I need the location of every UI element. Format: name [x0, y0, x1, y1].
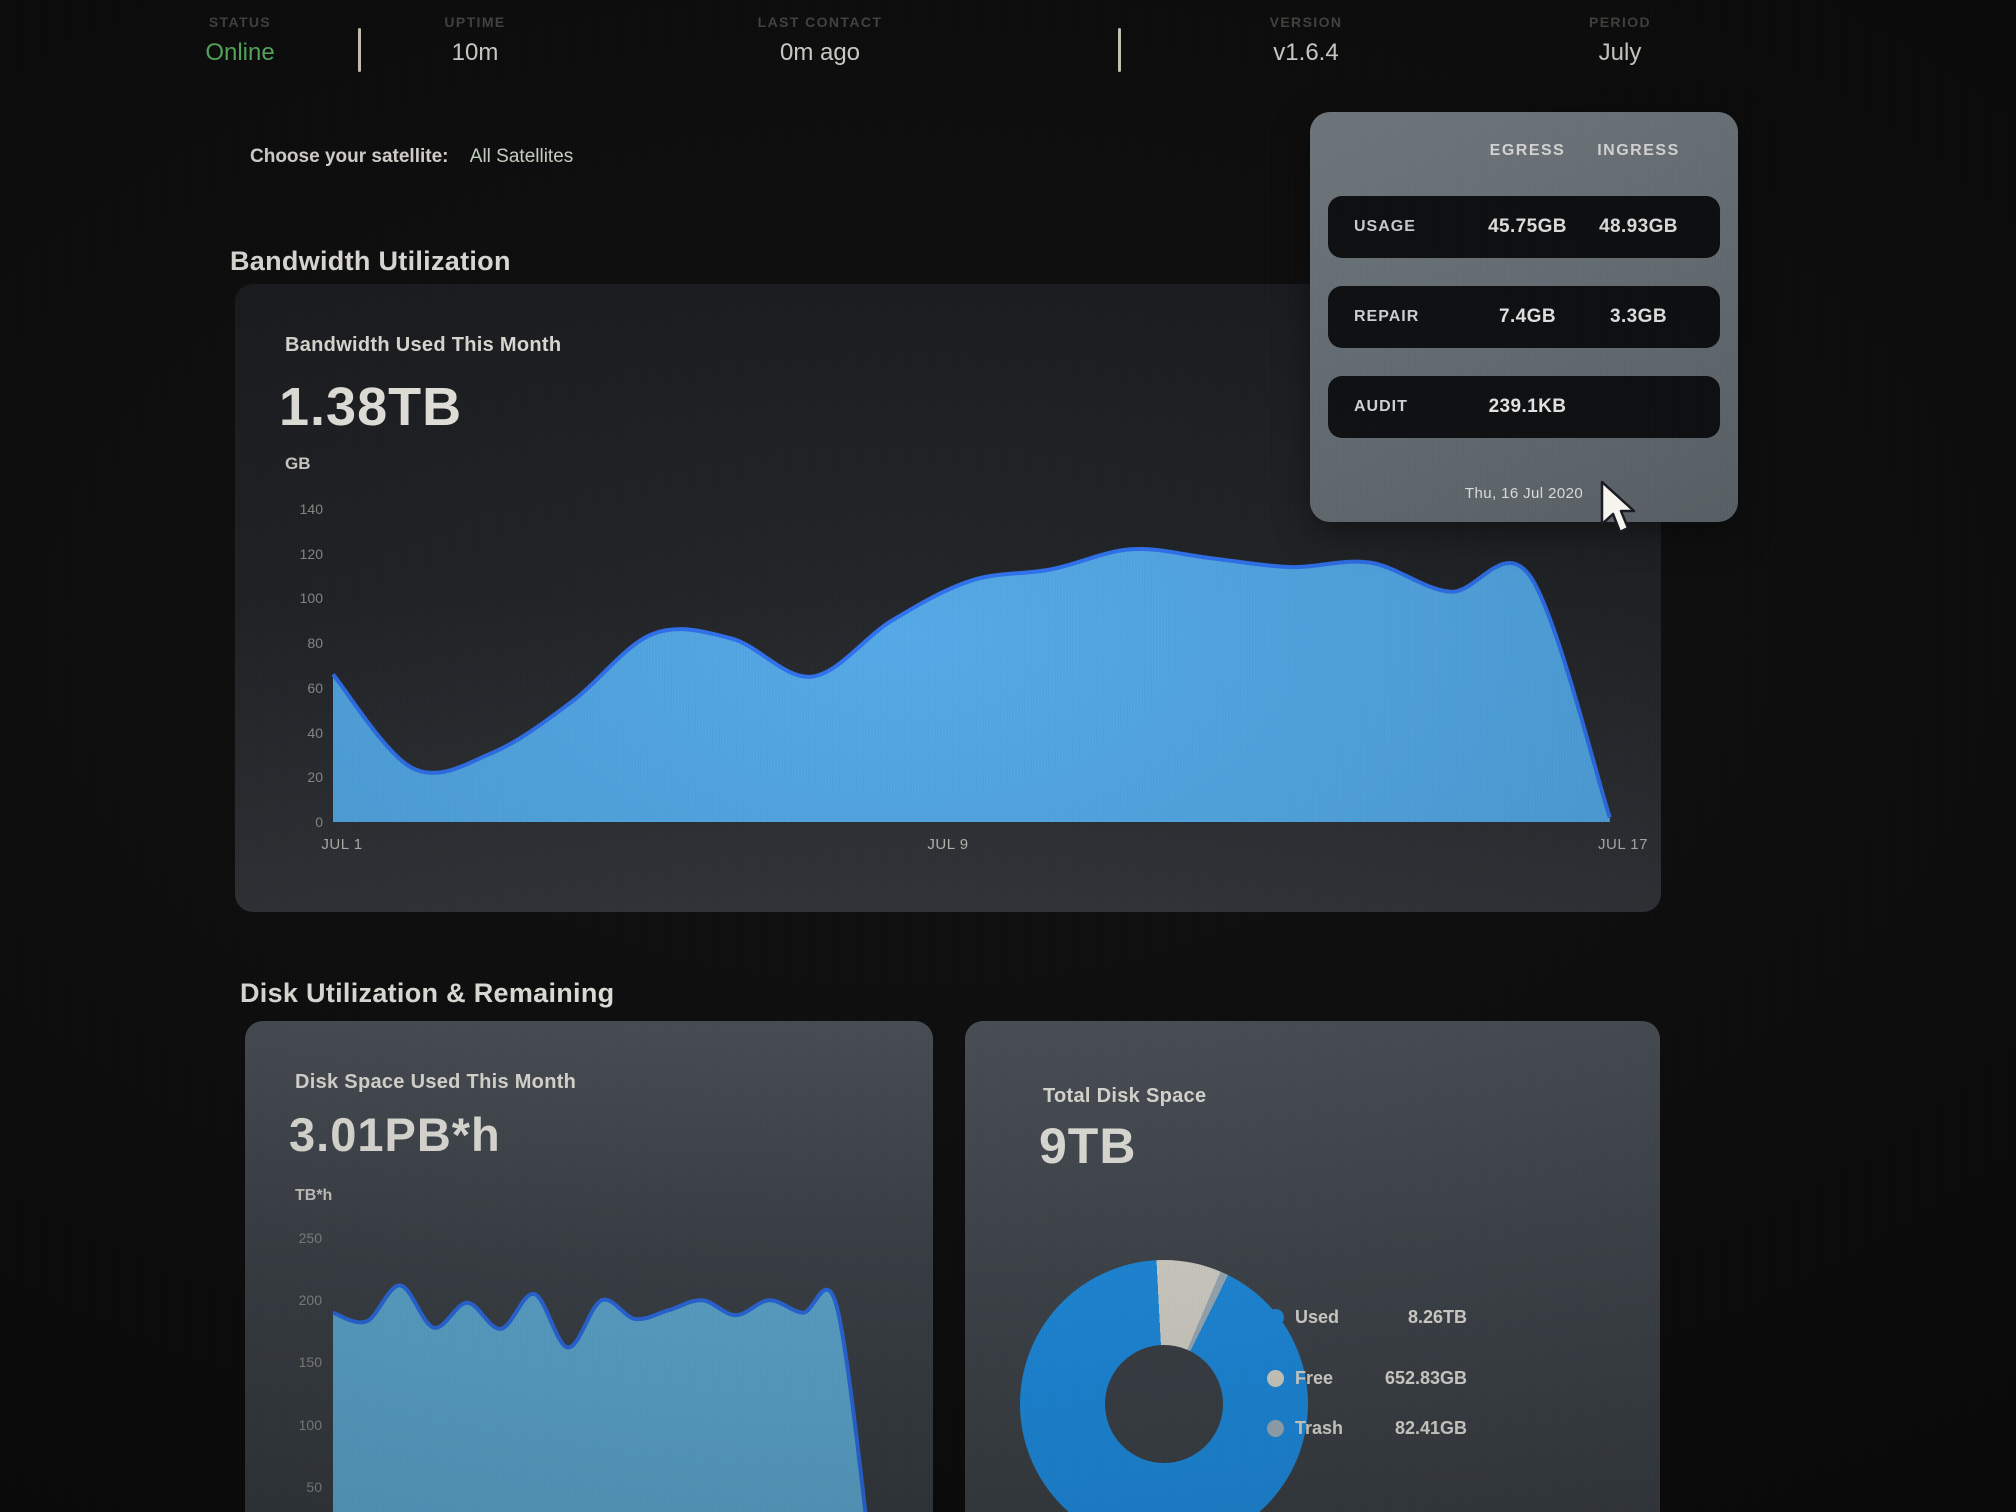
- satellite-label: Choose your satellite:: [250, 146, 449, 167]
- legend-row-used: Used 8.26TB: [1267, 1307, 1467, 1328]
- disk-area-chart[interactable]: [325, 1226, 885, 1512]
- trash-label: Trash: [1295, 1418, 1344, 1438]
- uptime-label: UPTIME: [444, 14, 506, 30]
- bandwidth-total: 1.38TB: [279, 377, 463, 437]
- repair-ingress-value: 3.3GB: [1610, 306, 1667, 327]
- used-value: 8.26TB: [1407, 1307, 1467, 1327]
- free-label: Free: [1295, 1368, 1334, 1388]
- tooltip-repair-row: REPAIR 7.4GB 3.3GB: [1328, 286, 1720, 348]
- trash-dot-icon: [1267, 1420, 1284, 1437]
- tooltip-date: Thu, 16 Jul 2020: [1464, 485, 1584, 502]
- bandwidth-used-line: [331, 546, 1612, 819]
- y-tick-label: 100: [299, 590, 323, 607]
- disk-space-card: Disk Space Used This Month 3.01PB*h TB*h…: [245, 1021, 933, 1512]
- free-dot-icon: [1267, 1370, 1284, 1387]
- x-tick-label: JUL 1: [321, 836, 363, 853]
- disk-space-used-area: [333, 1285, 866, 1512]
- repair-label: REPAIR: [1354, 308, 1420, 325]
- usage-label: USAGE: [1354, 218, 1416, 235]
- disk-unit-label: TB*h: [295, 1187, 333, 1204]
- last-contact-block: LAST CONTACT 0m ago: [715, 14, 925, 67]
- y-tick-label: 120: [299, 545, 323, 562]
- total-disk-card: Total Disk Space 9TB Used 8.26TB Free 65…: [965, 1021, 1660, 1512]
- y-tick-label: 150: [298, 1354, 322, 1371]
- y-tick-label: 200: [298, 1292, 322, 1309]
- version-block: VERSION v1.6.4: [1220, 14, 1392, 67]
- audit-egress-value: 239.1KB: [1488, 396, 1567, 417]
- status-value: Online: [205, 39, 275, 66]
- y-tick-label: 0: [315, 814, 323, 830]
- disk-donut-chart[interactable]: [1020, 1260, 1308, 1512]
- audit-label: AUDIT: [1354, 398, 1408, 415]
- used-dot-icon: [1267, 1309, 1284, 1326]
- disk-space-used-line: [332, 1283, 868, 1512]
- bandwidth-chart-title: Bandwidth Used This Month: [285, 334, 562, 356]
- bandwidth-tooltip: EGRESS INGRESS USAGE 45.75GB 48.93GB REP…: [1310, 112, 1738, 522]
- y-tick-label: 60: [307, 679, 323, 696]
- topbar-divider: [358, 28, 361, 72]
- period-value: July: [1598, 39, 1642, 66]
- repair-egress-value: 7.4GB: [1499, 306, 1556, 327]
- version-label: VERSION: [1269, 14, 1343, 30]
- uptime-value: 10m: [451, 39, 499, 66]
- bandwidth-area-chart[interactable]: [323, 494, 1623, 844]
- bandwidth-unit-label: GB: [285, 454, 311, 473]
- tooltip-header: EGRESS INGRESS: [1328, 138, 1720, 164]
- uptime-block: UPTIME 10m: [395, 14, 555, 67]
- tooltip-ingress-column: INGRESS: [1597, 142, 1680, 159]
- legend-row-free: Free 652.83GB: [1267, 1368, 1467, 1389]
- trash-value: 82.41GB: [1394, 1418, 1467, 1438]
- tooltip-audit-row: AUDIT 239.1KB: [1328, 376, 1720, 438]
- mouse-cursor-icon: [1600, 480, 1636, 534]
- disk-chart-title: Disk Space Used This Month: [295, 1071, 577, 1093]
- y-tick-label: 100: [298, 1416, 322, 1433]
- total-disk-title: Total Disk Space: [1043, 1085, 1207, 1107]
- disk-section-title: Disk Utilization & Remaining: [240, 978, 615, 1009]
- disk-total: 3.01PB*h: [289, 1108, 501, 1161]
- x-tick-label: JUL 17: [1598, 836, 1648, 853]
- y-tick-label: 80: [307, 635, 323, 652]
- bandwidth-section-title: Bandwidth Utilization: [230, 246, 511, 277]
- last-contact-value: 0m ago: [779, 39, 861, 66]
- period-label: PERIOD: [1588, 14, 1652, 30]
- y-tick-label: 250: [298, 1230, 322, 1247]
- used-label: Used: [1295, 1307, 1340, 1327]
- y-tick-label: 20: [307, 769, 323, 786]
- usage-ingress-value: 48.93GB: [1599, 216, 1678, 237]
- satellite-selector[interactable]: All Satellites: [469, 146, 574, 167]
- tooltip-egress-column: EGRESS: [1489, 142, 1566, 159]
- y-tick-label: 140: [299, 501, 323, 517]
- satellite-row: Choose your satellite: All Satellites: [250, 146, 573, 168]
- legend-row-trash: Trash 82.41GB: [1267, 1418, 1467, 1439]
- status-label: STATUS: [208, 14, 272, 30]
- x-tick-label: JUL 9: [927, 836, 969, 853]
- bandwidth-used-area: [333, 548, 1610, 822]
- y-tick-label: 40: [307, 724, 323, 741]
- last-contact-label: LAST CONTACT: [757, 14, 883, 30]
- version-value: v1.6.4: [1273, 39, 1339, 66]
- tooltip-usage-row: USAGE 45.75GB 48.93GB: [1328, 196, 1720, 258]
- topbar-divider: [1118, 28, 1121, 72]
- y-tick-label: 50: [306, 1478, 322, 1495]
- total-disk-value: 9TB: [1039, 1118, 1137, 1174]
- free-value: 652.83GB: [1384, 1368, 1467, 1388]
- usage-egress-value: 45.75GB: [1488, 216, 1567, 237]
- period-block: PERIOD July: [1540, 14, 1700, 67]
- status-block: STATUS Online: [160, 14, 320, 67]
